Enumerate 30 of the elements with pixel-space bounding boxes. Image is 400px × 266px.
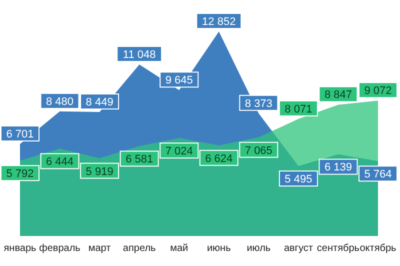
data-label: 8 847 — [324, 89, 352, 102]
data-label: 6 701 — [6, 128, 34, 140]
data-label: 8 480 — [46, 96, 74, 108]
x-tick-label: сентябрь — [316, 243, 360, 254]
data-label: 6 581 — [126, 154, 154, 166]
data-label: 12 852 — [202, 16, 236, 28]
x-tick-label: февраль — [39, 243, 80, 254]
data-label: 5 764 — [364, 168, 392, 181]
data-label: 5 919 — [86, 166, 114, 178]
data-label: 7 065 — [244, 144, 272, 157]
data-label: 11 048 — [122, 48, 156, 61]
x-tick-label: май — [170, 243, 188, 254]
data-label: 8 071 — [284, 103, 312, 116]
data-label: 9 072 — [364, 85, 392, 98]
data-label: 6 139 — [324, 162, 352, 174]
x-tick-label: июнь — [206, 243, 231, 254]
data-label: 8 373 — [244, 98, 272, 110]
x-tick-label: март — [88, 243, 112, 254]
data-label: 7 024 — [165, 146, 193, 158]
x-tick-label: август — [284, 243, 314, 254]
data-label: 9 645 — [165, 74, 193, 87]
x-tick-label: апрель — [122, 243, 156, 254]
x-tick-label: июль — [246, 243, 271, 254]
data-label: 5 495 — [284, 174, 312, 186]
x-tick-label: октябрь — [360, 243, 396, 254]
data-label: 6 444 — [46, 156, 74, 168]
data-label: 5 792 — [6, 168, 34, 180]
data-label: 8 449 — [86, 96, 114, 108]
x-tick-label: январь — [4, 243, 36, 254]
data-label: 6 624 — [205, 152, 233, 165]
